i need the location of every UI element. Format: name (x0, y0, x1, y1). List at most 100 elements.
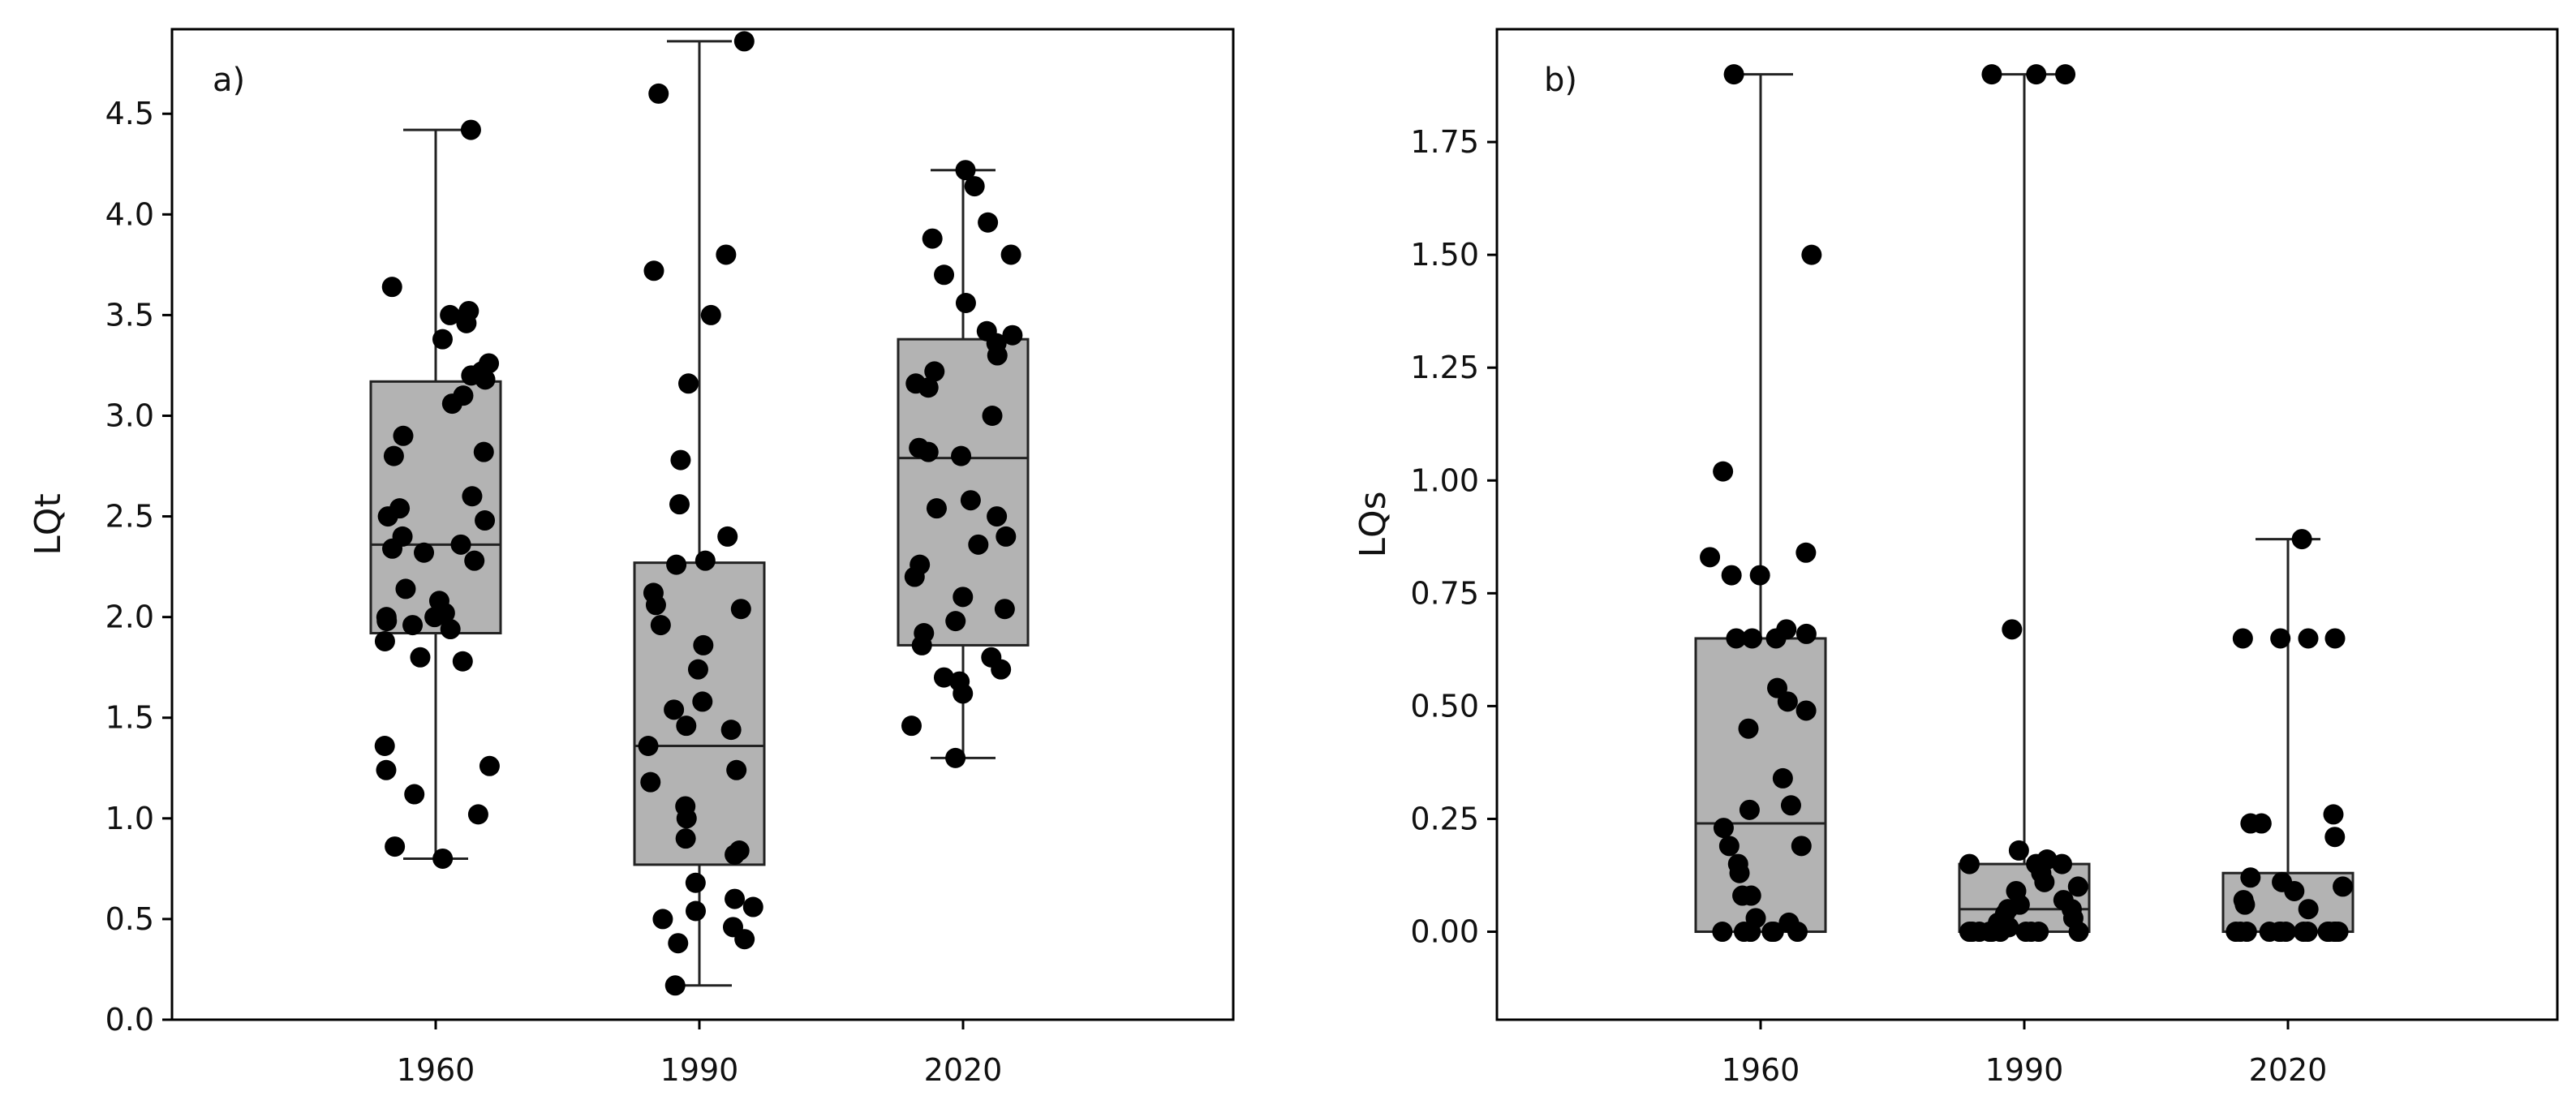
y-tick-label: 3.5 (105, 297, 154, 333)
data-point (640, 771, 661, 793)
data-point (2026, 64, 2047, 85)
data-point (376, 759, 397, 780)
data-point (475, 369, 496, 390)
data-point (733, 31, 755, 52)
data-point (410, 647, 431, 668)
data-point (918, 441, 939, 462)
data-point (933, 667, 954, 688)
points-2020 (2226, 529, 2354, 943)
data-point (643, 260, 664, 281)
data-point (996, 526, 1017, 547)
data-point (1729, 862, 1750, 883)
data-point (968, 534, 989, 555)
data-point (953, 587, 974, 608)
data-point (677, 373, 699, 394)
data-point (982, 405, 1003, 426)
data-point (960, 490, 981, 511)
data-point (904, 566, 925, 587)
y-tick-label: 4.5 (105, 96, 154, 131)
data-point (1738, 718, 1759, 739)
data-point (452, 651, 473, 672)
data-point (987, 506, 1008, 527)
data-point (2051, 853, 2072, 874)
data-point (987, 345, 1008, 366)
data-point (1723, 64, 1744, 85)
data-point (456, 312, 477, 333)
data-point (2319, 922, 2340, 943)
data-point (720, 720, 742, 741)
y-tick-label: 0.25 (1410, 801, 1479, 836)
data-point (450, 534, 471, 555)
y-tick-label: 1.5 (105, 700, 154, 736)
data-point (1721, 565, 1742, 586)
x-tick-label: 1960 (397, 1052, 475, 1088)
data-point (2008, 840, 2029, 861)
data-point (638, 735, 659, 756)
data-point (462, 486, 483, 507)
data-point (393, 425, 414, 446)
data-point (953, 683, 974, 704)
data-point (414, 542, 435, 563)
data-point (666, 554, 687, 575)
data-point (479, 755, 500, 776)
data-point (1740, 922, 1761, 943)
data-point (475, 510, 496, 531)
data-point (1739, 799, 1760, 820)
data-point (1713, 818, 1734, 839)
points-1960 (1700, 64, 1822, 943)
data-point (1772, 767, 1793, 789)
data-point (675, 828, 696, 849)
y-tick-label: 3.0 (105, 398, 154, 433)
data-point (664, 699, 685, 720)
y-tick-label: 0.75 (1410, 575, 1479, 611)
points-2020 (901, 160, 1023, 768)
plot-frame (1495, 28, 2559, 1021)
data-point (1761, 922, 1783, 943)
box-1960 (1694, 73, 1827, 934)
data-point (440, 619, 461, 640)
data-point (432, 848, 454, 869)
data-point (2028, 922, 2049, 943)
y-axis-title: LQt (28, 493, 69, 555)
data-point (730, 599, 751, 620)
data-point (2324, 628, 2346, 649)
plot-frame (170, 28, 1235, 1021)
data-point (2298, 628, 2319, 649)
data-point (994, 599, 1015, 620)
data-point (2324, 827, 2346, 848)
data-point (2284, 880, 2305, 901)
y-tick-label: 1.25 (1410, 350, 1479, 385)
data-point (1780, 795, 1801, 816)
data-point (664, 975, 686, 996)
data-point (402, 615, 424, 636)
y-tick-label: 1.75 (1410, 124, 1479, 160)
points-1990 (1959, 64, 2089, 943)
data-point (441, 393, 462, 415)
data-point (725, 888, 746, 909)
data-point (918, 377, 939, 398)
data-point (2068, 922, 2089, 943)
y-tick-label: 0.5 (105, 901, 154, 937)
data-point (964, 176, 985, 197)
y-tick-label: 4.0 (105, 196, 154, 232)
data-point (668, 933, 689, 954)
x-tick-label: 1990 (660, 1052, 739, 1088)
data-point (376, 611, 398, 632)
data-point (1700, 547, 1721, 568)
data-point (460, 119, 481, 140)
data-point (734, 929, 755, 950)
data-point (2270, 628, 2291, 649)
x-tick-label: 1990 (1985, 1052, 2064, 1088)
data-point (1981, 922, 2002, 943)
data-point (2298, 899, 2319, 920)
data-point (2240, 867, 2261, 888)
panel-label: a) (213, 62, 245, 99)
data-point (1726, 628, 1747, 649)
data-point (2232, 628, 2253, 649)
data-point (692, 691, 713, 712)
data-point (685, 900, 706, 922)
data-point (404, 784, 425, 805)
data-point (693, 634, 714, 655)
